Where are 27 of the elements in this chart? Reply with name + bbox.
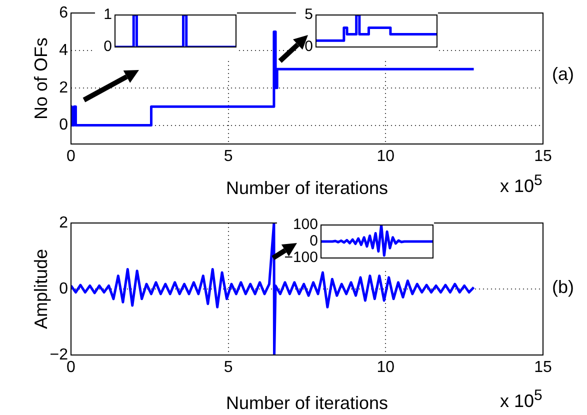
x-tick-label: 5 [224, 148, 233, 166]
y-axis-title: No of OFs [30, 37, 51, 120]
y-tick-label: 6 [59, 4, 68, 22]
y-tick-label: 0 [304, 38, 313, 56]
x-tick-label: 15 [534, 148, 552, 166]
text: x 10$^{5}$ [500, 172, 542, 197]
y-tick-label: 0 [59, 116, 68, 134]
text: (b) [552, 277, 574, 298]
y-tick-label: −100 [284, 249, 318, 266]
y-tick-label: 0 [310, 232, 318, 250]
x-axis-title: Number of iterations [226, 178, 388, 198]
y-tick-label: 100 [292, 216, 318, 234]
y-tick-label: 0 [59, 280, 68, 298]
x-tick-label: 10 [376, 359, 395, 376]
x-tick-label: 10 [376, 148, 395, 166]
text: x 10$^{5}$ [500, 387, 542, 412]
y-axis-title: Amplitude [30, 248, 51, 330]
y-tick-label: 4 [59, 42, 68, 59]
x-tick-label: 5 [224, 359, 233, 376]
y-tick-label: 2 [59, 79, 68, 96]
y-tick-label: 5 [304, 6, 313, 24]
y-tick-label: 1 [104, 6, 112, 24]
text: (a) [552, 64, 574, 85]
y-tick-label: 2 [59, 214, 68, 232]
x-axis-title: Number of iterations [226, 393, 388, 414]
x-tick-label: 15 [534, 359, 552, 376]
y-tick-label: −2 [50, 346, 68, 364]
